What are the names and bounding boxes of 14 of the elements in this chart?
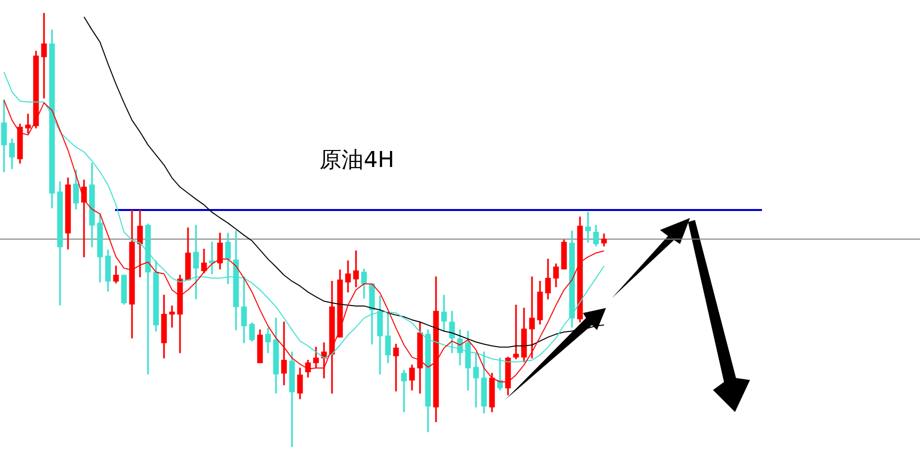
candlestick	[41, 13, 47, 98]
candlestick	[321, 342, 327, 378]
candlestick	[393, 344, 399, 392]
candlestick	[193, 224, 199, 300]
candlestick	[81, 180, 87, 258]
candlestick	[25, 114, 31, 134]
candlestick	[585, 212, 591, 242]
candlestick	[169, 306, 175, 328]
candlestick	[209, 242, 215, 274]
candlestick	[353, 250, 359, 288]
candlestick	[401, 370, 407, 412]
candlestick	[513, 304, 519, 360]
text: 原油4H	[320, 147, 394, 175]
candlestick	[529, 276, 535, 358]
